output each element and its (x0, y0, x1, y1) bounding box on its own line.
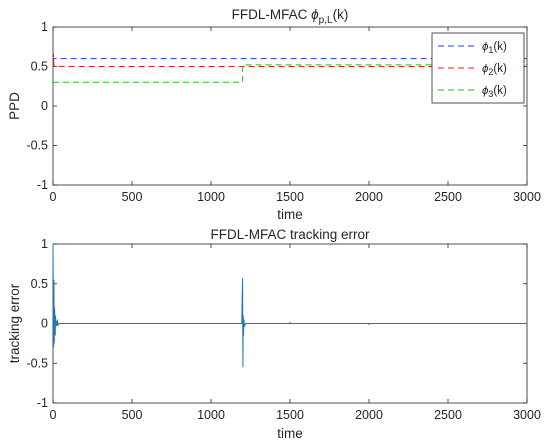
y-tick-label: 1 (41, 20, 48, 34)
legend-symbol: ϕ (482, 63, 489, 75)
legend-box (431, 32, 525, 104)
title-subscript: p,L (319, 15, 333, 26)
y-tick-label: 0.5 (31, 277, 48, 291)
x-tick-label: 1000 (197, 190, 225, 204)
title-symbol: ϕ (311, 7, 319, 22)
x-tick-label: 2000 (355, 190, 383, 204)
legend-label-3: ϕ3(k) (482, 85, 507, 99)
y-tick-label: -0.5 (26, 139, 48, 153)
title-suffix: (k) (333, 7, 349, 22)
y-tick-label: 0 (41, 99, 48, 113)
series-line-1 (52, 58, 527, 62)
x-tick-label: 2500 (434, 408, 462, 422)
y-tick-label: 1 (41, 237, 48, 251)
legend-symbol: ϕ (482, 41, 489, 53)
legend-suffix: (k) (493, 85, 507, 97)
x-tick-label: 2500 (434, 190, 462, 204)
series-line-3 (53, 64, 527, 83)
y-tick-label: -0.5 (26, 356, 48, 370)
x-tick-label: 1500 (276, 190, 304, 204)
series-line-1 (52, 243, 527, 368)
x-axis-label: time (277, 426, 303, 441)
x-tick-label: 1500 (276, 408, 304, 422)
legend-suffix: (k) (493, 41, 507, 53)
chart-title: FFDL-MFAC tracking error (210, 227, 370, 242)
x-tick-label: 3000 (513, 408, 541, 422)
y-tick-label: -1 (37, 396, 48, 410)
x-tick-label: 0 (50, 190, 57, 204)
legend-subscript: 1 (488, 45, 493, 55)
chart-panel-1: 0 500 1000 1500 2000 2500 3000 -1 -0.5 0 0.5 1 FFDL-… (7, 7, 541, 222)
legend-symbol: ϕ (482, 85, 489, 97)
x-tick-label: 500 (122, 190, 143, 204)
series-line-2 (52, 53, 527, 67)
x-tick-label: 1000 (197, 408, 225, 422)
legend-label-1: ϕ1(k) (482, 41, 507, 55)
title-main: FFDL-MFAC tracking error (210, 227, 370, 242)
legend: ϕ1(k)ϕ2(k)ϕ3(k) (431, 32, 525, 104)
y-tick-label: 0.5 (31, 60, 48, 74)
x-tick-label: 0 (50, 408, 57, 422)
x-tick-label: 500 (122, 408, 143, 422)
x-tick-label: 2000 (355, 408, 383, 422)
y-tick-label: -1 (37, 178, 48, 192)
y-axis-label: tracking error (7, 283, 22, 363)
y-tick-label: 0 (41, 317, 48, 331)
legend-suffix: (k) (493, 63, 507, 75)
x-tick-label: 3000 (513, 190, 541, 204)
legend-subscript: 2 (488, 67, 493, 77)
x-axis-label: time (277, 207, 303, 222)
legend-subscript: 3 (488, 89, 493, 99)
chart-title: FFDL-MFAC ϕp,L(k) (232, 7, 349, 26)
legend-label-2: ϕ2(k) (482, 63, 507, 77)
chart-panel-2: 0 500 1000 1500 2000 2500 3000 -1 -0.5 0 0.5 1 FFDL-… (7, 227, 541, 441)
y-axis-label: PPD (7, 92, 22, 120)
title-main: FFDL-MFAC (232, 7, 312, 22)
